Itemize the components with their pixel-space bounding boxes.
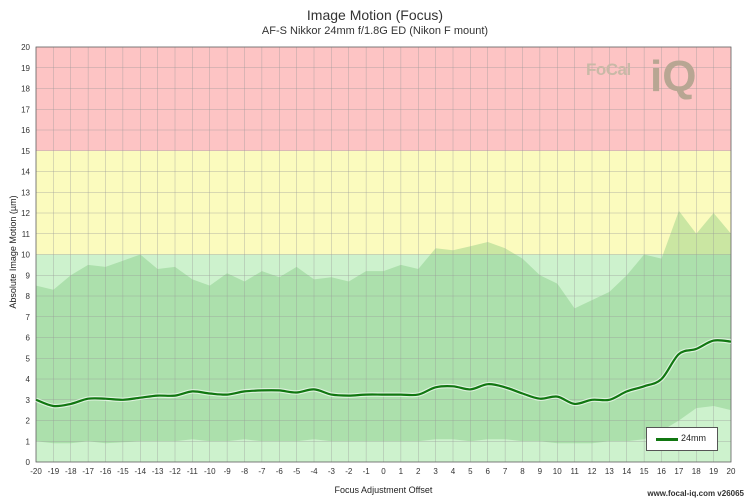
x-tick-label: 9 bbox=[538, 467, 543, 476]
y-tick-label: 9 bbox=[26, 271, 31, 280]
x-tick-label: -19 bbox=[48, 467, 60, 476]
x-tick-label: -5 bbox=[293, 467, 301, 476]
x-tick-label: -4 bbox=[310, 467, 318, 476]
y-tick-label: 8 bbox=[26, 292, 31, 301]
x-tick-label: 0 bbox=[381, 467, 386, 476]
y-tick-label: 1 bbox=[26, 437, 31, 446]
chart-subtitle: AF-S Nikkor 24mm f/1.8G ED (Nikon F moun… bbox=[261, 25, 489, 37]
legend-swatch-24mm bbox=[656, 438, 678, 441]
x-tick-label: -6 bbox=[276, 467, 284, 476]
legend: 24mm bbox=[646, 427, 718, 451]
y-tick-label: 2 bbox=[26, 417, 31, 426]
x-tick-label: 12 bbox=[588, 467, 597, 476]
x-tick-label: 19 bbox=[709, 467, 718, 476]
x-tick-label: -17 bbox=[82, 467, 94, 476]
x-tick-label: -14 bbox=[134, 467, 146, 476]
x-tick-label: -20 bbox=[30, 467, 42, 476]
y-tick-label: 12 bbox=[21, 209, 30, 218]
y-tick-label: 11 bbox=[22, 230, 31, 239]
y-tick-label: 15 bbox=[21, 147, 30, 156]
series-line-24mm bbox=[35, 339, 732, 408]
y-tick-label: 17 bbox=[21, 105, 30, 114]
y-tick-label: 10 bbox=[21, 251, 30, 260]
x-tick-label: 14 bbox=[622, 467, 631, 476]
series-lines bbox=[35, 337, 732, 409]
logo-text-right: iQ bbox=[650, 52, 697, 101]
x-tick-label: -11 bbox=[187, 467, 199, 476]
chart-title: Image Motion (Focus) bbox=[306, 7, 444, 23]
plot-frame bbox=[35, 46, 732, 463]
x-tick-label: 15 bbox=[640, 467, 649, 476]
x-tick-label: -3 bbox=[328, 467, 336, 476]
x-tick-label: -13 bbox=[152, 467, 164, 476]
x-tick-label: 4 bbox=[451, 467, 456, 476]
y-tick-label: 5 bbox=[26, 354, 31, 363]
y-tick-label: 18 bbox=[21, 85, 30, 94]
logo-text-left: FoCal bbox=[586, 60, 631, 79]
x-tick-label: -9 bbox=[224, 467, 232, 476]
focal-iq-logo: FoCal iQ bbox=[586, 52, 711, 114]
y-tick-label: 19 bbox=[21, 64, 30, 73]
y-tick-label: 3 bbox=[26, 396, 31, 405]
y-tick-label: 7 bbox=[26, 313, 31, 322]
x-tick-label: 8 bbox=[520, 467, 525, 476]
x-tick-label: -7 bbox=[258, 467, 266, 476]
x-tick-label: 5 bbox=[468, 467, 473, 476]
x-tick-label: -18 bbox=[65, 467, 77, 476]
x-tick-label: -12 bbox=[169, 467, 181, 476]
footer-credit: www.focal-iq.com v26065 bbox=[647, 489, 744, 498]
x-axis-label: Focus Adjustment Offset bbox=[334, 485, 433, 495]
y-tick-label: 0 bbox=[26, 458, 31, 467]
y-tick-label: 14 bbox=[21, 168, 30, 177]
x-tick-label: 3 bbox=[433, 467, 438, 476]
y-tick-label: 4 bbox=[26, 375, 31, 384]
x-tick-label: 11 bbox=[570, 467, 579, 476]
x-tick-label: 2 bbox=[416, 467, 421, 476]
x-tick-label: 17 bbox=[674, 467, 683, 476]
x-tick-label: 16 bbox=[657, 467, 666, 476]
x-tick-label: 1 bbox=[399, 467, 404, 476]
x-tick-label: 18 bbox=[692, 467, 701, 476]
x-tick-label: -16 bbox=[100, 467, 112, 476]
y-tick-label: 20 bbox=[21, 43, 30, 52]
x-tick-label: -10 bbox=[204, 467, 216, 476]
y-tick-label: 13 bbox=[21, 188, 30, 197]
x-tick-label: 10 bbox=[553, 467, 562, 476]
x-tick-label: 6 bbox=[486, 467, 491, 476]
x-tick-labels: -20 -19 -18 -17 -16 -15 -14 -13 -12 -11 -10 -9 -8 -7-… bbox=[30, 467, 736, 476]
grid-lines bbox=[35, 46, 732, 463]
x-tick-label: -2 bbox=[345, 467, 353, 476]
x-tick-label: -15 bbox=[117, 467, 129, 476]
x-tick-label: -8 bbox=[241, 467, 249, 476]
y-axis-label: Absolute Image Motion (µm) bbox=[8, 195, 18, 309]
y-tick-label: 6 bbox=[26, 334, 31, 343]
x-tick-label: 13 bbox=[605, 467, 614, 476]
legend-label-24mm: 24mm bbox=[681, 433, 707, 443]
y-tick-label: 16 bbox=[21, 126, 30, 135]
x-tick-label: 20 bbox=[727, 467, 736, 476]
x-tick-label: -1 bbox=[363, 467, 371, 476]
x-tick-label: 7 bbox=[503, 467, 508, 476]
